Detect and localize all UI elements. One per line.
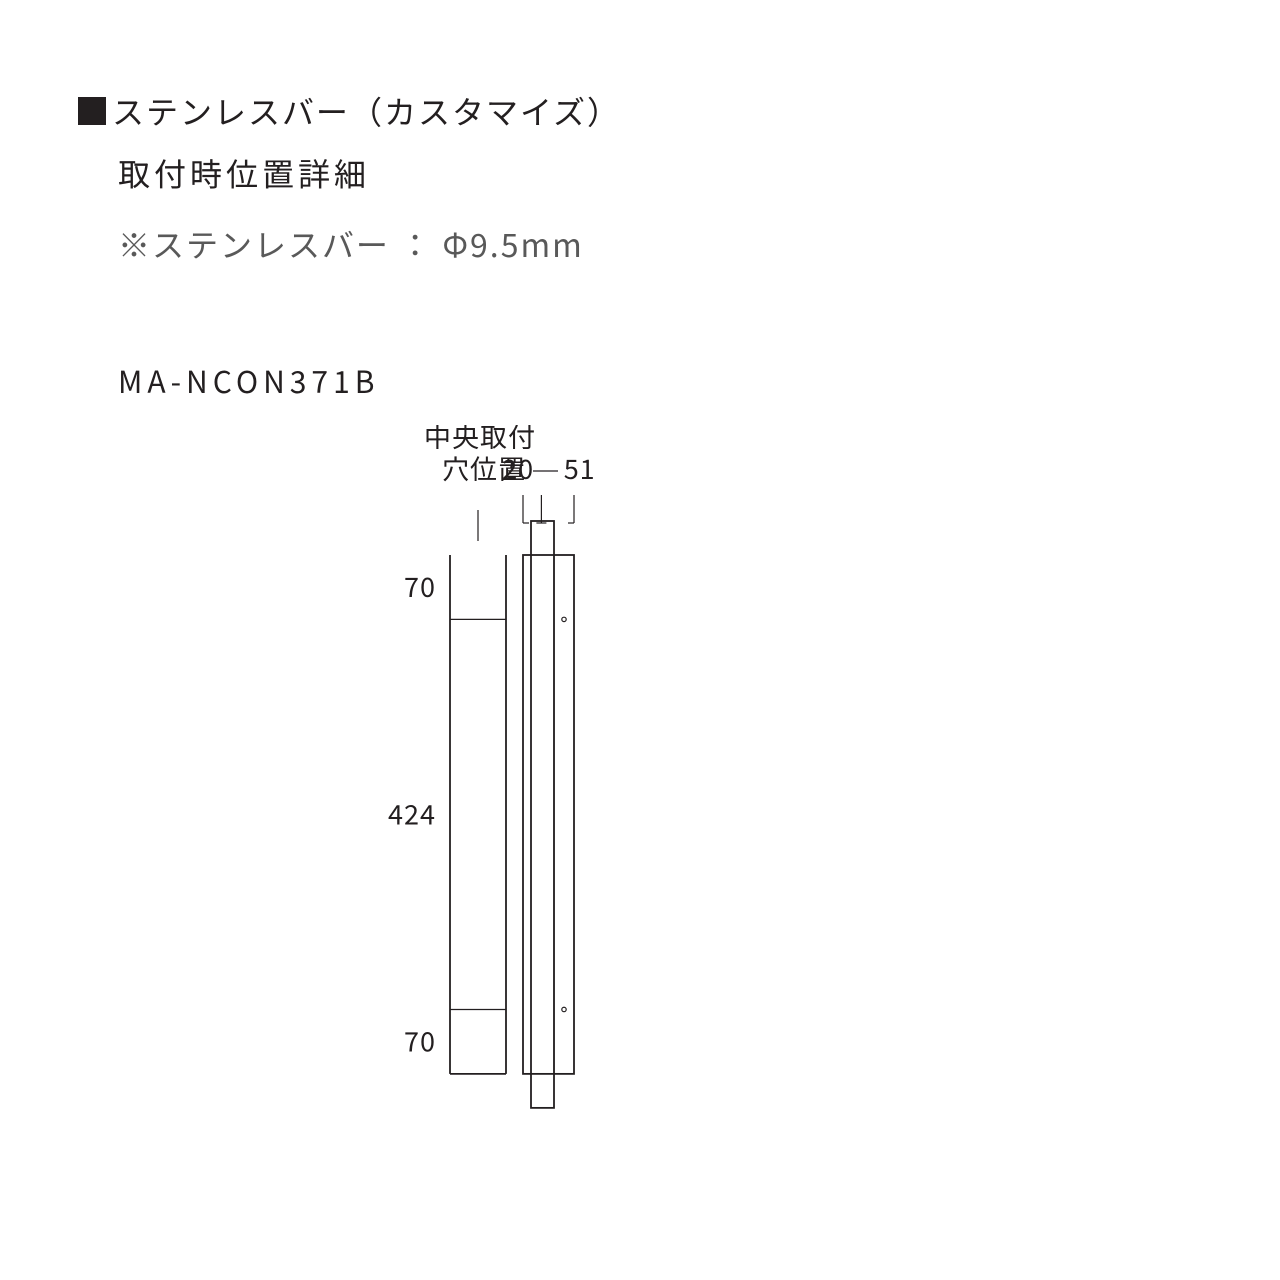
diameter-note: ※ステンレスバー ： Φ9.5mm [118,221,584,267]
dimension-diagram: 中央取付穴位置20517042470 [310,425,730,1150]
bullet-icon [78,97,106,125]
page-subtitle: 取付時位置詳細 [118,150,370,196]
page-title: ステンレスバー（カスタマイズ） [112,88,621,134]
model-number: MA-NCON371B [118,358,379,402]
svg-text:51: 51 [564,448,596,487]
svg-text:70: 70 [404,1021,436,1060]
svg-text:70: 70 [404,566,436,605]
svg-text:424: 424 [388,793,436,832]
svg-text:20: 20 [502,448,534,487]
